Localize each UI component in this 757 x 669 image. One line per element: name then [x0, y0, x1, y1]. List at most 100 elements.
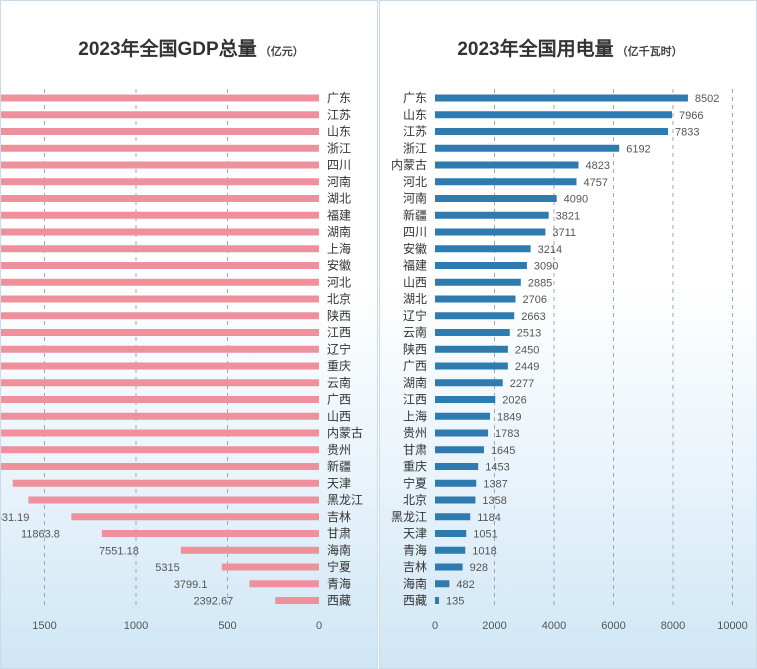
- gdp-bar: [1, 262, 319, 269]
- electricity-bar: [435, 496, 476, 504]
- electricity-value-label: 3821: [556, 210, 580, 222]
- electricity-value-label: 7833: [675, 127, 699, 139]
- electricity-category-label: 山东: [403, 108, 427, 122]
- electricity-bar: [435, 412, 491, 420]
- gdp-category-label: 吉林: [327, 510, 351, 524]
- gdp-bar: [1, 228, 319, 236]
- gdp-category-label: 山东: [327, 125, 351, 139]
- electricity-category-label: 福建: [403, 258, 427, 273]
- electricity-chart-unit: （亿千瓦时）: [617, 44, 683, 58]
- electricity-x-tick-label: 8000: [661, 620, 685, 632]
- electricity-bar: [435, 479, 477, 487]
- electricity-chart-panel: 2023年全国用电量 （亿千瓦时） 8502 广东 7966 山东 7833 江苏 6192 浙…: [379, 0, 757, 669]
- electricity-value-label: 4090: [564, 194, 588, 206]
- electricity-value-label: 482: [456, 579, 474, 591]
- electricity-value-label: 1849: [497, 411, 521, 423]
- electricity-category-label: 黑龙江: [391, 510, 427, 524]
- electricity-category-label: 辽宁: [403, 308, 427, 323]
- gdp-bar: [1, 446, 319, 454]
- gdp-bar: [1, 161, 320, 169]
- gdp-category-label: 山西: [327, 409, 351, 423]
- gdp-bar: [1, 144, 319, 152]
- gdp-category-label: 天津: [327, 476, 351, 490]
- gdp-value-label: 5315: [155, 562, 179, 574]
- electricity-value-label: 8502: [695, 93, 719, 105]
- gdp-bar: [1, 295, 319, 303]
- gdp-category-label: 黑龙江: [327, 493, 363, 507]
- gdp-bar: [1, 329, 319, 336]
- electricity-category-label: 北京: [403, 493, 427, 507]
- electricity-x-tick-label: 4000: [542, 620, 566, 632]
- electricity-category-label: 广西: [403, 359, 427, 373]
- gdp-category-label: 河北: [327, 275, 351, 289]
- gdp-bar: [1, 429, 319, 437]
- gdp-value-label: 7551.18: [99, 545, 139, 557]
- electricity-category-label: 河南: [403, 191, 427, 206]
- electricity-category-label: 海南: [403, 576, 427, 591]
- electricity-chart-title: 2023年全国用电量: [457, 37, 613, 60]
- electricity-category-label: 安徽: [403, 241, 427, 256]
- electricity-value-label: 1783: [495, 428, 519, 440]
- gdp-category-label: 上海: [327, 241, 351, 256]
- gdp-bar: [1, 379, 319, 387]
- gdp-category-label: 青海: [327, 576, 351, 591]
- gdp-category-label: 广西: [327, 393, 351, 407]
- electricity-bar: [435, 396, 496, 403]
- gdp-category-label: 辽宁: [327, 341, 351, 356]
- gdp-category-label: 西藏: [327, 594, 351, 608]
- gdp-bar: [101, 530, 320, 537]
- gdp-category-label: 安徽: [327, 258, 351, 273]
- electricity-value-label: 1051: [473, 529, 497, 541]
- electricity-bar: [435, 362, 508, 370]
- electricity-category-label: 陕西: [403, 341, 427, 356]
- electricity-bar: [435, 312, 515, 320]
- electricity-bar: [435, 429, 489, 437]
- electricity-category-label: 上海: [403, 408, 427, 423]
- gdp-bar: [1, 412, 319, 420]
- electricity-value-label: 928: [470, 562, 488, 574]
- electricity-bar: [435, 345, 508, 353]
- electricity-bar: [435, 446, 484, 454]
- electricity-bar: [435, 563, 463, 571]
- electricity-value-label: 1645: [491, 445, 515, 457]
- electricity-value-label: 2663: [521, 311, 545, 323]
- electricity-bar: [435, 94, 688, 102]
- gdp-category-label: 甘肃: [327, 527, 351, 541]
- electricity-value-label: 1358: [482, 495, 506, 507]
- gdp-bar: [1, 178, 319, 186]
- electricity-bar: [435, 513, 471, 521]
- electricity-category-label: 江西: [403, 393, 427, 407]
- electricity-value-label: 6192: [626, 143, 650, 155]
- electricity-x-tick-label: 0: [432, 620, 438, 632]
- electricity-value-label: 2026: [502, 395, 526, 407]
- electricity-bar: [435, 144, 620, 152]
- gdp-bar: [1, 362, 320, 370]
- electricity-value-label: 1387: [483, 478, 507, 490]
- gdp-chart-title-group: 2023年全国GDP总量 （亿元）: [78, 37, 303, 60]
- electricity-category-label: 广东: [403, 91, 427, 105]
- gdp-chart-unit: （亿元）: [260, 44, 304, 58]
- gdp-bar: [1, 312, 319, 320]
- gdp-bar: [12, 479, 320, 487]
- gdp-bar: [1, 195, 319, 202]
- gdp-x-tick-label: 1000: [124, 620, 148, 632]
- gdp-value-label: 11863.8: [21, 529, 60, 541]
- electricity-value-label: 3711: [552, 227, 576, 239]
- electricity-bar: [435, 111, 672, 119]
- electricity-value-label: 2513: [517, 328, 541, 340]
- gdp-category-label: 宁夏: [327, 559, 351, 574]
- electricity-bar: [435, 128, 669, 135]
- electricity-bar: [435, 178, 577, 186]
- gdp-bar: [1, 111, 319, 119]
- gdp-category-label: 江西: [327, 326, 351, 340]
- gdp-bar: [1, 211, 319, 219]
- gdp-bar: [1, 463, 319, 470]
- electricity-value-label: 2450: [515, 344, 539, 356]
- electricity-bar-chart: 2023年全国用电量 （亿千瓦时） 8502 广东 7966 山东 7833 江苏 6192 浙…: [391, 37, 748, 632]
- gdp-bar: [275, 597, 319, 604]
- electricity-value-label: 1184: [477, 512, 501, 524]
- electricity-bar: [435, 195, 557, 202]
- electricity-category-label: 山西: [403, 275, 427, 289]
- gdp-bar: [1, 396, 319, 403]
- gdp-category-label: 云南: [327, 375, 351, 390]
